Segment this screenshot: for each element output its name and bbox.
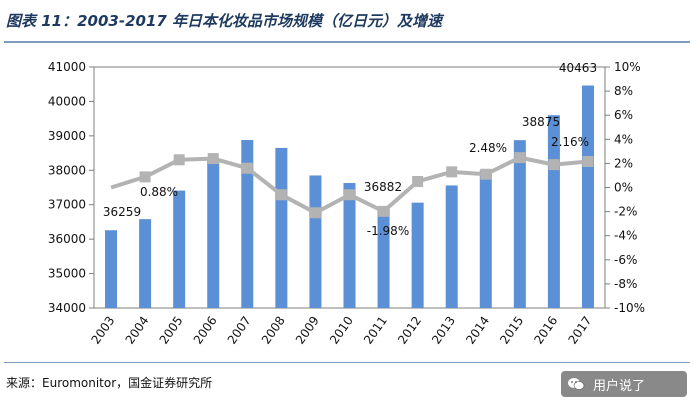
- left-tick-label: 39000: [48, 129, 86, 143]
- left-tick-label: 40000: [48, 94, 86, 108]
- bar-2009: [309, 175, 322, 308]
- right-tick-label: 0%: [614, 181, 633, 195]
- right-tick-label: 2%: [614, 156, 633, 170]
- growth-marker-2015: [514, 152, 526, 164]
- growth-marker-2017: [582, 155, 594, 167]
- x-tick-label: 2005: [157, 314, 186, 347]
- growth-marker-2004: [139, 171, 151, 183]
- watermark-text: 用户说了: [593, 378, 646, 394]
- footer-divider: [4, 362, 690, 363]
- x-tick-label: 2016: [531, 314, 560, 347]
- data-label: 2.16%: [551, 135, 589, 149]
- data-label: 0.88%: [140, 185, 178, 199]
- x-tick-label: 2004: [123, 314, 152, 347]
- right-tick-label: -2%: [614, 205, 637, 219]
- right-tick-label: 4%: [614, 132, 633, 146]
- x-tick-label: 2012: [395, 314, 424, 347]
- growth-marker-2012: [412, 175, 424, 187]
- bar-2008: [275, 147, 288, 308]
- left-tick-label: 34000: [48, 301, 86, 315]
- x-tick-label: 2014: [463, 314, 492, 347]
- x-tick-label: 2003: [89, 314, 118, 347]
- bar-2007: [241, 139, 254, 308]
- x-tick-label: 2007: [225, 314, 254, 347]
- bar-2003: [105, 230, 118, 308]
- bar-2013: [445, 185, 458, 308]
- right-tick-label: -8%: [614, 277, 637, 291]
- data-label: 38875: [522, 115, 560, 129]
- left-tick-label: 35000: [48, 267, 86, 281]
- x-tick-label: 2009: [293, 314, 322, 347]
- growth-marker-2009: [309, 207, 321, 219]
- left-tick-label: 36000: [48, 232, 86, 246]
- bar-2015: [513, 140, 526, 308]
- title-divider: [4, 41, 690, 43]
- growth-marker-2007: [241, 162, 253, 174]
- data-label: 40463: [559, 61, 597, 75]
- right-tick-label: 6%: [614, 108, 633, 122]
- data-label: -1.98%: [367, 224, 409, 238]
- watermark-badge: 用户说了: [561, 371, 687, 397]
- right-tick-label: -4%: [614, 229, 637, 243]
- bar-2014: [479, 170, 492, 308]
- x-tick-label: 2006: [191, 314, 220, 347]
- bar-2006: [207, 159, 220, 308]
- data-label: 36882: [364, 180, 402, 194]
- growth-marker-2016: [548, 159, 560, 171]
- growth-marker-2013: [446, 166, 458, 178]
- bar-2010: [343, 183, 356, 308]
- growth-marker-2008: [275, 189, 287, 201]
- x-tick-label: 2013: [429, 314, 458, 347]
- data-label: 36259: [103, 205, 141, 219]
- bar-2011: [377, 208, 390, 308]
- left-tick-label: 41000: [48, 60, 86, 74]
- growth-marker-2014: [480, 168, 492, 180]
- left-tick-label: 38000: [48, 163, 86, 177]
- growth-marker-2005: [173, 154, 185, 166]
- growth-marker-2006: [207, 153, 219, 165]
- x-tick-label: 2008: [259, 314, 288, 347]
- x-tick-label: 2011: [361, 314, 390, 347]
- bar-2017: [581, 85, 594, 308]
- left-tick-label: 37000: [48, 198, 86, 212]
- right-tick-label: 10%: [614, 60, 641, 74]
- right-tick-label: -10%: [614, 301, 645, 315]
- bar-2005: [173, 190, 186, 308]
- bar-2004: [139, 219, 152, 308]
- right-tick-label: -6%: [614, 253, 637, 267]
- x-tick-label: 2015: [497, 314, 526, 347]
- chart-title: 图表 11：2003-2017 年日本化妆品市场规模（亿日元）及增速: [6, 12, 443, 30]
- x-tick-label: 2010: [327, 314, 356, 347]
- wechat-icon: [568, 378, 585, 390]
- growth-marker-2011: [378, 205, 390, 217]
- bar-2012: [411, 202, 424, 308]
- data-label: 2.48%: [469, 141, 507, 155]
- right-tick-label: 8%: [614, 84, 633, 98]
- x-tick-label: 2017: [565, 314, 594, 347]
- source-note: 来源：Euromonitor，国金证券研究所: [6, 376, 213, 390]
- growth-marker-2010: [344, 189, 355, 201]
